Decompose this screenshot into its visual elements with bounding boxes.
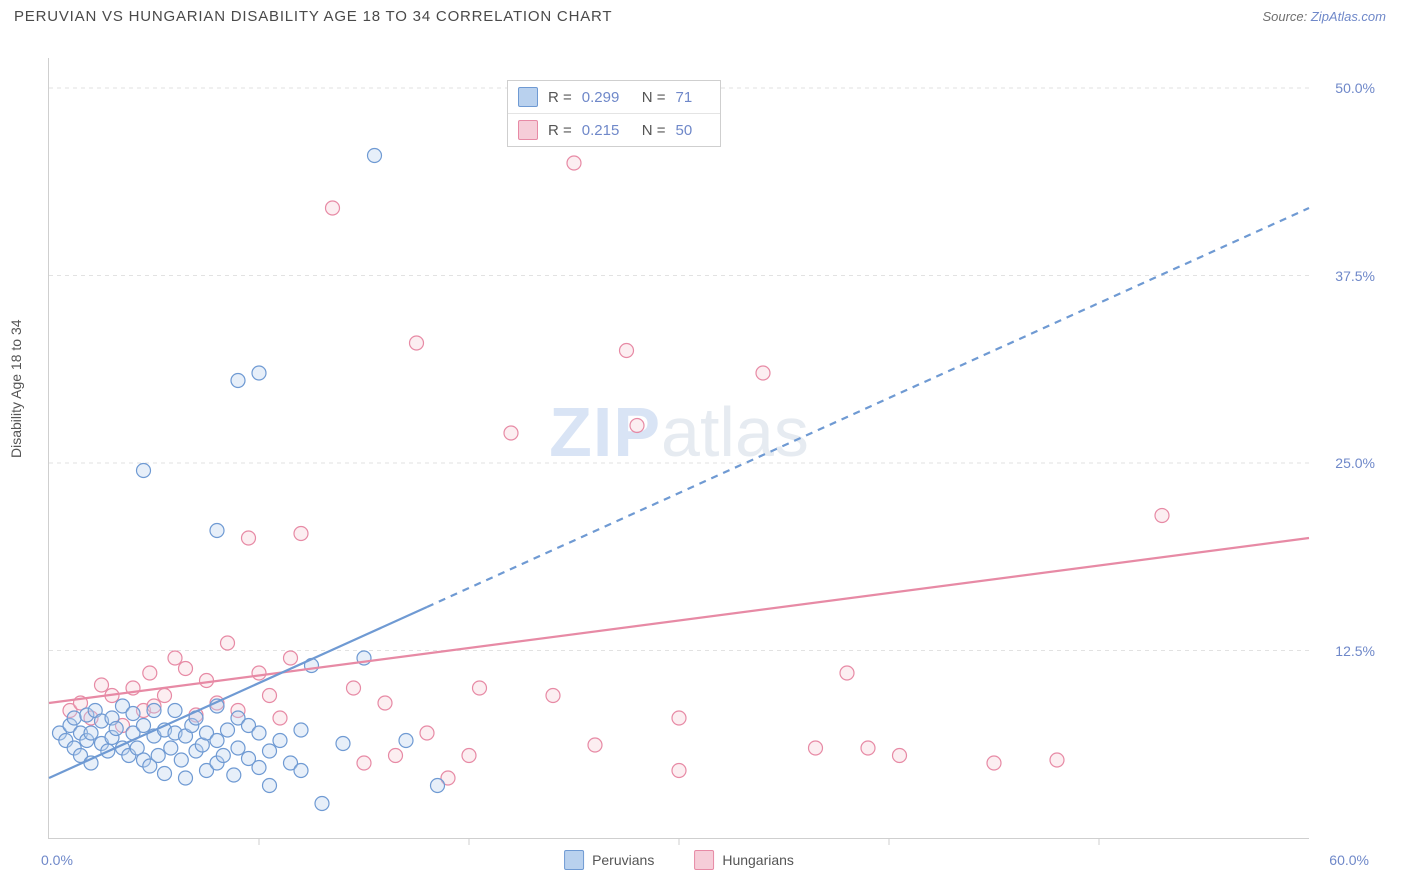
y-tick-label: 12.5% bbox=[1335, 643, 1375, 659]
legend-swatch-peruvians-icon bbox=[564, 850, 584, 870]
legend-swatch-hungarians-icon bbox=[694, 850, 714, 870]
swatch-hungarians-icon bbox=[518, 120, 538, 140]
r-label: R = bbox=[548, 89, 572, 106]
correlation-stats-legend: R = 0.299 N = 71 R = 0.215 N = 50 bbox=[507, 80, 721, 147]
scatter-plot: ZIPatlas 12.5%25.0%37.5%50.0% 0.0% 60.0%… bbox=[48, 58, 1309, 839]
n-label: N = bbox=[642, 89, 666, 106]
source-link[interactable]: ZipAtlas.com bbox=[1311, 9, 1386, 24]
plot-canvas bbox=[49, 58, 1309, 838]
r-value-hungarians: 0.215 bbox=[582, 122, 632, 139]
series-legend: Peruvians Hungarians bbox=[564, 850, 794, 870]
r-value-peruvians: 0.299 bbox=[582, 89, 632, 106]
source-attribution: Source: ZipAtlas.com bbox=[1262, 9, 1386, 24]
swatch-peruvians-icon bbox=[518, 87, 538, 107]
n-value-hungarians: 50 bbox=[676, 122, 706, 139]
stats-row-hungarians: R = 0.215 N = 50 bbox=[508, 114, 720, 146]
y-tick-label: 37.5% bbox=[1335, 268, 1375, 284]
n-value-peruvians: 71 bbox=[676, 89, 706, 106]
legend-label-hungarians: Hungarians bbox=[722, 852, 794, 868]
source-prefix: Source: bbox=[1262, 9, 1310, 24]
r-label: R = bbox=[548, 122, 572, 139]
legend-item-peruvians: Peruvians bbox=[564, 850, 654, 870]
chart-title: PERUVIAN VS HUNGARIAN DISABILITY AGE 18 … bbox=[14, 8, 612, 25]
stats-row-peruvians: R = 0.299 N = 71 bbox=[508, 81, 720, 114]
x-axis-min-label: 0.0% bbox=[41, 852, 73, 868]
y-tick-label: 25.0% bbox=[1335, 455, 1375, 471]
x-axis-max-label: 60.0% bbox=[1329, 852, 1369, 868]
n-label: N = bbox=[642, 122, 666, 139]
y-tick-label: 50.0% bbox=[1335, 80, 1375, 96]
legend-item-hungarians: Hungarians bbox=[694, 850, 794, 870]
legend-label-peruvians: Peruvians bbox=[592, 852, 654, 868]
y-axis-label: Disability Age 18 to 34 bbox=[8, 319, 24, 458]
